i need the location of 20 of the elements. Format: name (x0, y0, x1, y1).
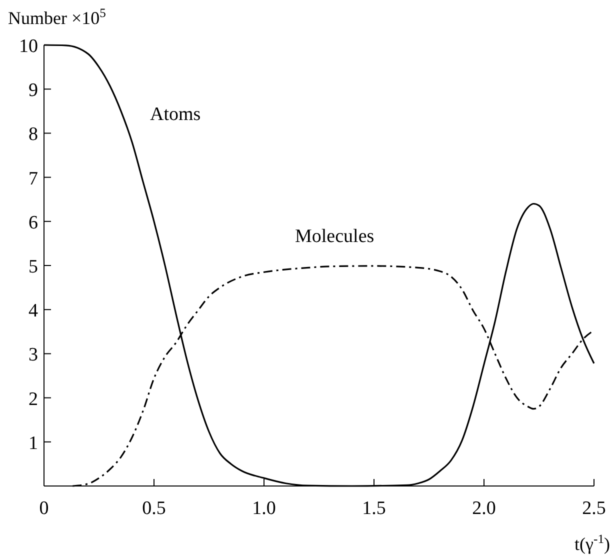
series-label: Molecules (295, 226, 374, 247)
x-axis-title: t(γ$^{-1}$) (574, 532, 610, 554)
y-tick-label: 10 (19, 36, 38, 57)
x-tick-label: 1.5 (362, 498, 386, 519)
y-tick-label: 4 (28, 300, 38, 322)
y-tick-label: 6 (28, 212, 38, 234)
x-tick-label: 0 (39, 498, 49, 519)
series-label: Atoms (150, 104, 201, 125)
y-tick-label: 7 (28, 168, 38, 190)
y-tick-label: 2 (28, 388, 38, 410)
y-tick-label: 8 (28, 124, 38, 146)
x-tick-label: 2.0 (472, 498, 496, 519)
x-tick-label: 0.5 (142, 498, 166, 519)
y-axis-title: Number ×10$^{5}$ (8, 6, 106, 28)
x-tick-label: 1.0 (252, 498, 276, 519)
x-tick-label: 2.5 (582, 498, 606, 519)
y-tick-label: 1 (28, 432, 38, 454)
y-tick-label: 3 (28, 344, 38, 366)
y-tick-label: 5 (28, 256, 38, 278)
y-tick-label: 9 (28, 80, 38, 102)
